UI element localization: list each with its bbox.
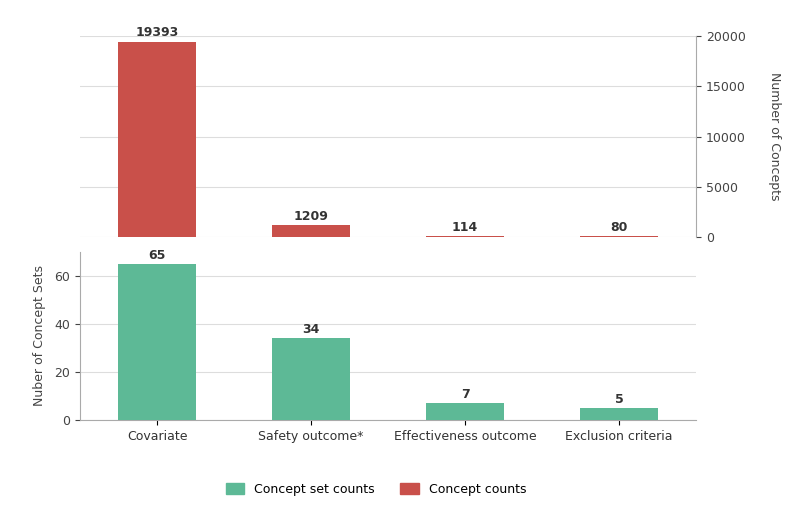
- Text: 34: 34: [302, 324, 320, 336]
- Bar: [272, 225, 350, 237]
- Text: 19393: 19393: [135, 27, 178, 39]
- Bar: [426, 236, 504, 237]
- Bar: [580, 408, 658, 420]
- Text: 65: 65: [148, 249, 166, 262]
- Text: 80: 80: [610, 221, 628, 234]
- Legend: Concept set counts, Concept counts: Concept set counts, Concept counts: [221, 478, 531, 501]
- Bar: [118, 42, 196, 237]
- Text: 5: 5: [614, 393, 623, 406]
- Bar: [272, 338, 350, 420]
- Bar: [426, 403, 504, 420]
- Y-axis label: Number of Concepts: Number of Concepts: [768, 72, 781, 201]
- Y-axis label: Nuber of Concept Sets: Nuber of Concept Sets: [33, 265, 46, 407]
- Bar: [118, 264, 196, 420]
- Text: 1209: 1209: [294, 209, 329, 223]
- Text: 114: 114: [452, 221, 478, 233]
- Text: 7: 7: [461, 388, 470, 401]
